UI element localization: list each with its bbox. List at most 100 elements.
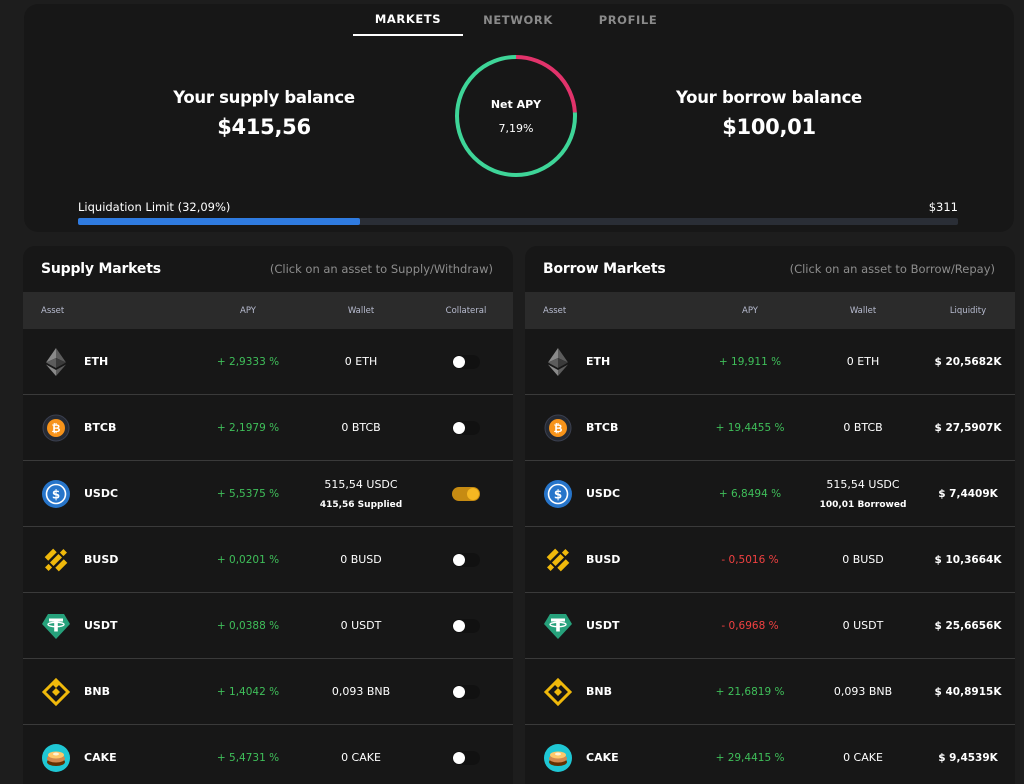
supply-market-row-btcb[interactable]: ₿ BTCB + 2,1979 % 0 BTCB xyxy=(23,395,513,461)
supply-market-row-usdc[interactable]: $ USDC + 5,5375 % 515,54 USDC 415,56 Supplie… xyxy=(23,461,513,527)
collateral-cell xyxy=(419,618,513,633)
supply-market-row-eth[interactable]: ETH + 2,9333 % 0 ETH xyxy=(23,329,513,395)
wallet-cell: 515,54 USDC 100,01 Borrowed xyxy=(805,478,921,510)
collateral-cell xyxy=(419,354,513,369)
collateral-toggle[interactable] xyxy=(452,486,480,501)
column-wallet: Wallet xyxy=(849,305,877,316)
asset-name: BTCB xyxy=(84,421,117,434)
column-asset: Asset xyxy=(41,305,65,316)
apy-value: + 0,0201 % xyxy=(216,553,280,566)
column-apy: APY xyxy=(240,305,256,316)
tab-markets[interactable]: MARKETS xyxy=(353,4,463,36)
cake-icon xyxy=(41,743,71,773)
nav-tabs: MARKETS NETWORK PROFILE xyxy=(353,4,685,36)
asset-cell: $ USDC xyxy=(525,479,695,509)
supply-market-row-busd[interactable]: BUSD + 0,0201 % 0 BUSD xyxy=(23,527,513,593)
borrow-market-row-busd[interactable]: BUSD - 0,5016 % 0 BUSD $ 10,3664K xyxy=(525,527,1015,593)
asset-name: BUSD xyxy=(84,553,119,566)
wallet-balance: 515,54 USDC xyxy=(826,477,900,491)
asset-cell: ETH xyxy=(525,347,695,377)
supply-market-row-bnb[interactable]: BNB + 1,4042 % 0,093 BNB xyxy=(23,659,513,725)
supply-market-row-usdt[interactable]: USDT + 0,0388 % 0 USDT xyxy=(23,593,513,659)
collateral-toggle[interactable] xyxy=(452,354,480,369)
wallet-balance: 0,093 BNB xyxy=(833,685,893,698)
collateral-toggle[interactable] xyxy=(452,420,480,435)
toggle-knob xyxy=(467,487,479,500)
liquidity-value: $ 7,4409K xyxy=(938,487,998,500)
apy-value: + 19,911 % xyxy=(718,355,782,368)
toggle-knob xyxy=(453,421,465,434)
borrow-market-row-eth[interactable]: ETH + 19,911 % 0 ETH $ 20,5682K xyxy=(525,329,1015,395)
apy-value: + 5,5375 % xyxy=(216,487,280,500)
borrow-market-row-btcb[interactable]: ₿ BTCB + 19,4455 % 0 BTCB $ 27,5907K xyxy=(525,395,1015,461)
tab-profile[interactable]: PROFILE xyxy=(598,13,658,27)
borrow-markets-panel: Borrow Markets (Click on an asset to Bor… xyxy=(525,246,1015,784)
borrow-market-row-bnb[interactable]: BNB + 21,6819 % 0,093 BNB $ 40,8915K xyxy=(525,659,1015,725)
asset-name: USDT xyxy=(586,619,620,632)
column-wallet: Wallet xyxy=(347,305,375,316)
liquidation-limit-bar xyxy=(78,218,958,225)
supply-market-list: ETH + 2,9333 % 0 ETH ₿ BTCB + 2,1979 % 0 BTCB $… xyxy=(23,329,513,784)
supply-balance: Your supply balance $415,56 xyxy=(134,88,394,139)
asset-cell: ₿ BTCB xyxy=(525,413,695,443)
collateral-toggle[interactable] xyxy=(452,750,480,765)
toggle-knob xyxy=(453,619,465,632)
summary-panel: MARKETS NETWORK PROFILE Your supply bala… xyxy=(24,4,1014,232)
column-asset: Asset xyxy=(543,305,567,316)
supply-markets-panel: Supply Markets (Click on an asset to Sup… xyxy=(23,246,513,784)
eth-icon xyxy=(41,347,71,377)
collateral-toggle[interactable] xyxy=(452,552,480,567)
svg-text:$: $ xyxy=(554,487,562,501)
wallet-balance: 0 BUSD xyxy=(340,553,382,566)
apy-value: + 1,4042 % xyxy=(216,685,280,698)
liquidity-value: $ 27,5907K xyxy=(934,421,1002,434)
column-apy: APY xyxy=(742,305,758,316)
asset-cell: CAKE xyxy=(525,743,695,773)
asset-cell: BNB xyxy=(525,677,695,707)
toggle-knob xyxy=(453,355,465,368)
borrow-market-row-usdc[interactable]: $ USDC + 6,8494 % 515,54 USDC 100,01 Borrowe… xyxy=(525,461,1015,527)
borrow-balance-label: Your borrow balance xyxy=(676,88,862,107)
asset-cell: ₿ BTCB xyxy=(23,413,193,443)
wallet-cell: 0 CAKE xyxy=(303,751,419,764)
column-collateral: Collateral xyxy=(445,305,487,316)
liquidity-value: $ 40,8915K xyxy=(934,685,1002,698)
asset-name: CAKE xyxy=(84,751,117,764)
wallet-balance: 0 ETH xyxy=(344,355,378,368)
tab-network[interactable]: NETWORK xyxy=(483,13,553,27)
btcb-icon: ₿ xyxy=(543,413,573,443)
borrow-market-row-usdt[interactable]: USDT - 0,6968 % 0 USDT $ 25,6656K xyxy=(525,593,1015,659)
asset-cell: $ USDC xyxy=(23,479,193,509)
liquidity-value: $ 25,6656K xyxy=(934,619,1002,632)
apy-value: - 0,5016 % xyxy=(721,553,779,566)
supply-markets-header: Supply Markets (Click on an asset to Sup… xyxy=(23,246,513,292)
bnb-icon xyxy=(543,677,573,707)
svg-text:$: $ xyxy=(52,487,60,501)
apy-value: + 21,6819 % xyxy=(715,685,785,698)
borrow-column-headers: Asset APY Wallet Liquidity xyxy=(525,292,1015,329)
apy-value: + 6,8494 % xyxy=(718,487,782,500)
asset-name: ETH xyxy=(84,355,109,368)
wallet-cell: 0 BTCB xyxy=(805,421,921,434)
asset-name: ETH xyxy=(586,355,611,368)
usdt-icon xyxy=(41,611,71,641)
borrow-markets-title: Borrow Markets xyxy=(543,261,666,277)
borrow-market-row-cake[interactable]: CAKE + 29,4415 % 0 CAKE $ 9,4539K xyxy=(525,725,1015,784)
borrow-market-list: ETH + 19,911 % 0 ETH $ 20,5682K ₿ BTCB + 19,44… xyxy=(525,329,1015,784)
asset-name: BTCB xyxy=(586,421,619,434)
supplied-amount: 415,56 Supplied xyxy=(319,499,403,510)
collateral-cell xyxy=(419,552,513,567)
wallet-balance: 515,54 USDC xyxy=(324,477,398,491)
wallet-balance: 0 ETH xyxy=(846,355,880,368)
collateral-toggle[interactable] xyxy=(452,618,480,633)
supply-balance-value: $415,56 xyxy=(217,115,311,139)
supply-column-headers: Asset APY Wallet Collateral xyxy=(23,292,513,329)
supply-market-row-cake[interactable]: CAKE + 5,4731 % 0 CAKE xyxy=(23,725,513,784)
borrow-balance: Your borrow balance $100,01 xyxy=(639,88,899,139)
eth-icon xyxy=(543,347,573,377)
wallet-cell: 0,093 BNB xyxy=(303,685,419,698)
apy-value: + 5,4731 % xyxy=(216,751,280,764)
collateral-toggle[interactable] xyxy=(452,684,480,699)
wallet-balance: 0 USDT xyxy=(842,619,884,632)
supply-balance-label: Your supply balance xyxy=(173,88,355,107)
